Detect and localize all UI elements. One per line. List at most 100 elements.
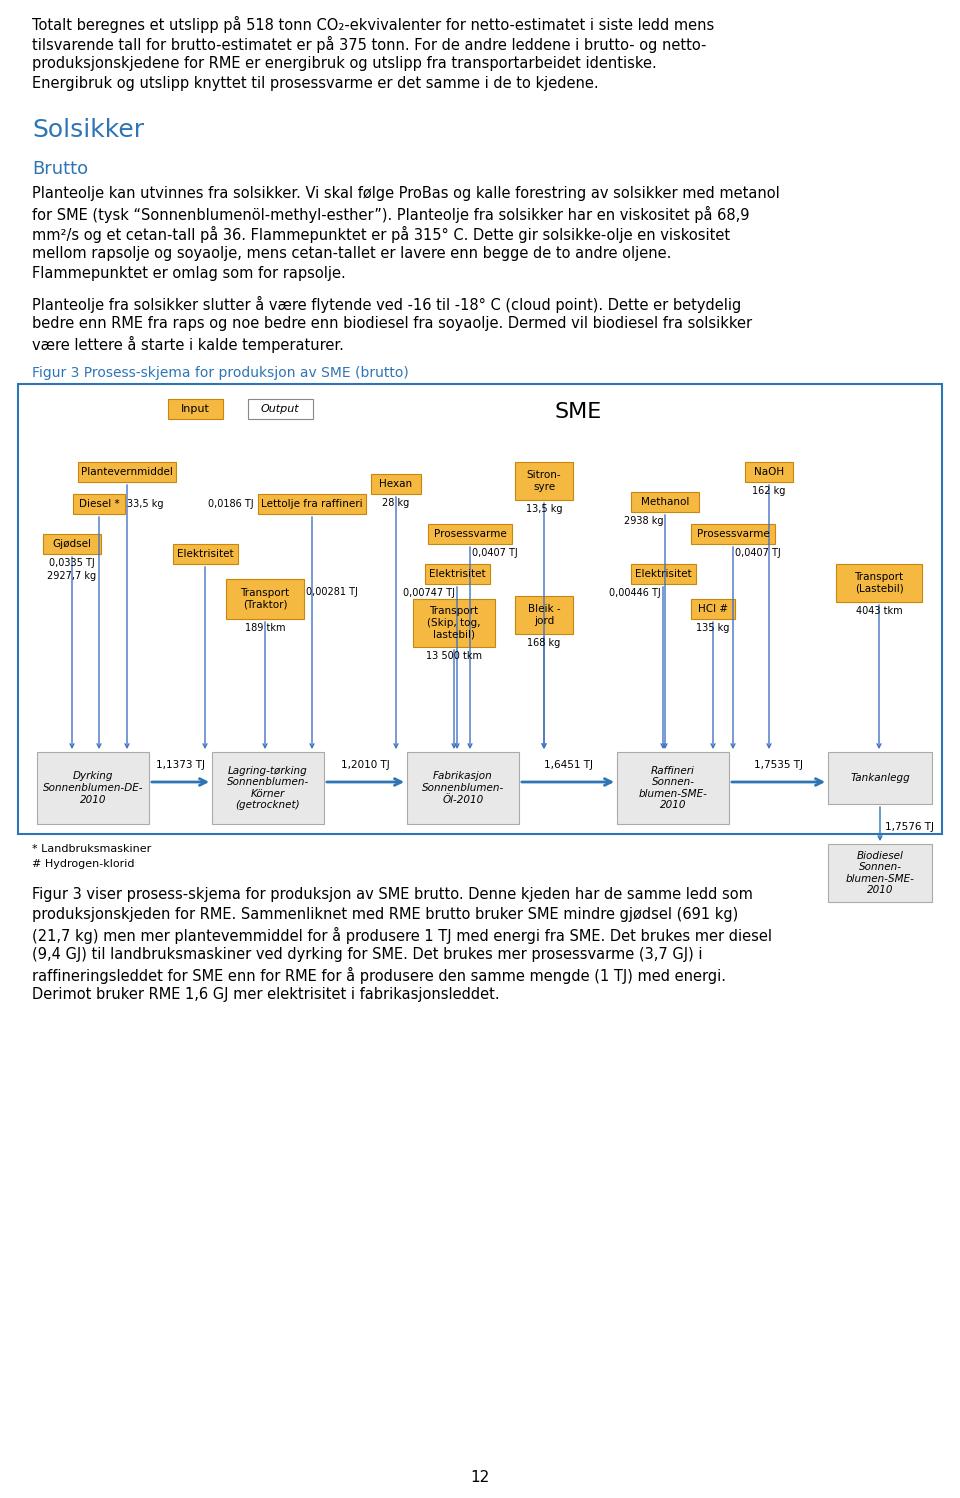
Text: 1,7535 TJ: 1,7535 TJ — [754, 759, 803, 770]
FancyBboxPatch shape — [836, 565, 922, 602]
Text: HCl #: HCl # — [698, 604, 728, 614]
Text: Diesel *: Diesel * — [79, 499, 119, 509]
Text: (9,4 GJ) til landbruksmaskiner ved dyrking for SME. Det brukes mer prosessvarme : (9,4 GJ) til landbruksmaskiner ved dyrki… — [32, 947, 703, 962]
FancyBboxPatch shape — [828, 843, 932, 902]
Text: Dyrking
Sonnenblumen-DE-
2010: Dyrking Sonnenblumen-DE- 2010 — [43, 771, 143, 804]
Text: Prosessvarme: Prosessvarme — [434, 529, 506, 539]
FancyBboxPatch shape — [407, 752, 519, 824]
FancyBboxPatch shape — [258, 494, 366, 514]
Text: Tankanlegg: Tankanlegg — [851, 773, 910, 783]
Text: 0,0407 TJ: 0,0407 TJ — [472, 548, 517, 557]
FancyBboxPatch shape — [43, 533, 101, 554]
Text: tilsvarende tall for brutto-estimatet er på 375 tonn. For de andre leddene i bru: tilsvarende tall for brutto-estimatet er… — [32, 36, 707, 52]
FancyBboxPatch shape — [828, 752, 932, 804]
Text: Prosessvarme: Prosessvarme — [697, 529, 769, 539]
Text: SME: SME — [554, 401, 602, 422]
Text: Planteolje kan utvinnes fra solsikker. Vi skal følge ProBas og kalle forestring : Planteolje kan utvinnes fra solsikker. V… — [32, 186, 780, 201]
Text: Lagring-tørking
Sonnenblumen-
Körner
(getrocknet): Lagring-tørking Sonnenblumen- Körner (ge… — [227, 765, 309, 810]
FancyBboxPatch shape — [173, 544, 238, 565]
Text: bedre enn RME fra raps og noe bedre enn biodiesel fra soyaolje. Dermed vil biodi: bedre enn RME fra raps og noe bedre enn … — [32, 316, 752, 331]
Text: Figur 3 Prosess-skjema for produksjon av SME (brutto): Figur 3 Prosess-skjema for produksjon av… — [32, 366, 409, 380]
FancyBboxPatch shape — [78, 461, 176, 482]
Text: Input: Input — [181, 404, 210, 413]
FancyBboxPatch shape — [631, 565, 696, 584]
Text: Output: Output — [261, 404, 300, 413]
Text: # Hydrogen-klorid: # Hydrogen-klorid — [32, 858, 134, 869]
Text: Transport
(Lastebil): Transport (Lastebil) — [854, 572, 903, 593]
Text: 0,0407 TJ: 0,0407 TJ — [735, 548, 780, 557]
Text: 1,2010 TJ: 1,2010 TJ — [341, 759, 390, 770]
Text: Elektrisitet: Elektrisitet — [636, 569, 692, 580]
Text: Bleik -
jord: Bleik - jord — [528, 604, 561, 626]
Text: Totalt beregnes et utslipp på 518 tonn CO₂-ekvivalenter for netto-estimatet i si: Totalt beregnes et utslipp på 518 tonn C… — [32, 16, 714, 33]
Text: 4043 tkm: 4043 tkm — [855, 607, 902, 616]
Text: 162 kg: 162 kg — [753, 485, 785, 496]
Text: Biodiesel
Sonnen-
blumen-SME-
2010: Biodiesel Sonnen- blumen-SME- 2010 — [846, 851, 915, 896]
Text: Plantevernmiddel: Plantevernmiddel — [81, 467, 173, 476]
Text: for SME (tysk “Sonnenblumenöl-methyl-esther”). Planteolje fra solsikker har en v: for SME (tysk “Sonnenblumenöl-methyl-est… — [32, 207, 750, 223]
Text: 0,0186 TJ: 0,0186 TJ — [208, 499, 254, 509]
Text: 0,00446 TJ: 0,00446 TJ — [610, 589, 661, 598]
Text: produksjonskjedene for RME er energibruk og utslipp fra transportarbeidet identi: produksjonskjedene for RME er energibruk… — [32, 55, 657, 70]
Text: 0,00281 TJ: 0,00281 TJ — [306, 587, 358, 598]
FancyBboxPatch shape — [691, 599, 735, 619]
Text: Gjødsel: Gjødsel — [53, 539, 91, 548]
FancyBboxPatch shape — [73, 494, 125, 514]
Text: 0,00747 TJ: 0,00747 TJ — [403, 589, 455, 598]
Text: Derimot bruker RME 1,6 GJ mer elektrisitet i fabrikasjonsleddet.: Derimot bruker RME 1,6 GJ mer elektrisit… — [32, 987, 499, 1002]
Text: Lettolje fra raffineri: Lettolje fra raffineri — [261, 499, 363, 509]
FancyBboxPatch shape — [226, 580, 304, 619]
Text: Transport
(Traktor): Transport (Traktor) — [240, 589, 290, 610]
Text: Raffineri
Sonnen-
blumen-SME-
2010: Raffineri Sonnen- blumen-SME- 2010 — [638, 765, 708, 810]
FancyBboxPatch shape — [37, 752, 149, 824]
Text: raffineringsleddet for SME enn for RME for å produsere den samme mengde (1 TJ) m: raffineringsleddet for SME enn for RME f… — [32, 968, 726, 984]
Text: 2938 kg: 2938 kg — [623, 515, 663, 526]
Text: 168 kg: 168 kg — [527, 638, 561, 649]
Text: Elektrisitet: Elektrisitet — [178, 548, 234, 559]
Text: mellom rapsolje og soyaolje, mens cetan-tallet er lavere enn begge de to andre o: mellom rapsolje og soyaolje, mens cetan-… — [32, 246, 671, 261]
Text: Elektrisitet: Elektrisitet — [429, 569, 486, 580]
FancyBboxPatch shape — [515, 596, 573, 634]
FancyBboxPatch shape — [515, 461, 573, 500]
Text: Fabrikasjon
Sonnenblumen-
Öl-2010: Fabrikasjon Sonnenblumen- Öl-2010 — [421, 771, 504, 804]
Text: produksjonskjeden for RME. Sammenliknet med RME brutto bruker SME mindre gjødsel: produksjonskjeden for RME. Sammenliknet … — [32, 906, 738, 921]
Text: Planteolje fra solsikker slutter å være flytende ved -16 til -18° C (cloud point: Planteolje fra solsikker slutter å være … — [32, 297, 741, 313]
Text: Transport
(Skip, tog,
lastebil): Transport (Skip, tog, lastebil) — [427, 607, 481, 640]
Text: 2927,7 kg: 2927,7 kg — [47, 571, 97, 581]
Text: 135 kg: 135 kg — [696, 623, 730, 634]
FancyBboxPatch shape — [168, 398, 223, 419]
Text: 1,7576 TJ: 1,7576 TJ — [885, 822, 934, 831]
FancyBboxPatch shape — [18, 383, 942, 834]
Text: NaOH: NaOH — [754, 467, 784, 476]
FancyBboxPatch shape — [371, 473, 421, 494]
FancyBboxPatch shape — [425, 565, 490, 584]
Text: 0,0335 TJ: 0,0335 TJ — [49, 557, 95, 568]
Text: være lettere å starte i kalde temperaturer.: være lettere å starte i kalde temperatur… — [32, 336, 344, 354]
Text: Hexan: Hexan — [379, 479, 413, 488]
Text: 28 kg: 28 kg — [382, 497, 410, 508]
Text: 1,6451 TJ: 1,6451 TJ — [543, 759, 592, 770]
Text: 1,1373 TJ: 1,1373 TJ — [156, 759, 204, 770]
FancyBboxPatch shape — [413, 599, 495, 647]
Text: 12: 12 — [470, 1470, 490, 1485]
Text: Figur 3 viser prosess-skjema for produksjon av SME brutto. Denne kjeden har de s: Figur 3 viser prosess-skjema for produks… — [32, 887, 753, 902]
Text: Flammepunktet er omlag som for rapsolje.: Flammepunktet er omlag som for rapsolje. — [32, 267, 346, 282]
FancyBboxPatch shape — [631, 491, 699, 512]
FancyBboxPatch shape — [212, 752, 324, 824]
Text: Brutto: Brutto — [32, 160, 88, 178]
FancyBboxPatch shape — [428, 524, 512, 544]
Text: 33,5 kg: 33,5 kg — [127, 499, 163, 509]
Text: * Landbruksmaskiner: * Landbruksmaskiner — [32, 843, 152, 854]
Text: 189 tkm: 189 tkm — [245, 623, 285, 634]
FancyBboxPatch shape — [617, 752, 729, 824]
FancyBboxPatch shape — [248, 398, 313, 419]
Text: mm²/s og et cetan-tall på 36. Flammepunktet er på 315° C. Dette gir solsikke-olj: mm²/s og et cetan-tall på 36. Flammepunk… — [32, 226, 731, 243]
Text: Sitron-
syre: Sitron- syre — [527, 470, 562, 491]
Text: (21,7 kg) men mer plantevemmiddel for å produsere 1 TJ med energi fra SME. Det b: (21,7 kg) men mer plantevemmiddel for å … — [32, 927, 772, 944]
Text: Solsikker: Solsikker — [32, 118, 144, 142]
FancyBboxPatch shape — [691, 524, 775, 544]
Text: Energibruk og utslipp knyttet til prosessvarme er det samme i de to kjedene.: Energibruk og utslipp knyttet til proses… — [32, 76, 599, 91]
Text: 13,5 kg: 13,5 kg — [526, 503, 563, 514]
Text: Methanol: Methanol — [641, 497, 689, 506]
Text: 13 500 tkm: 13 500 tkm — [426, 652, 482, 661]
